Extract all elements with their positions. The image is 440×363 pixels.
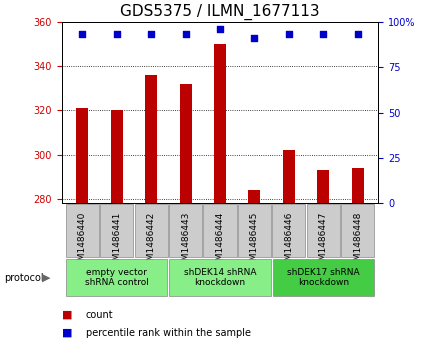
Bar	[145, 75, 157, 203]
FancyBboxPatch shape	[238, 204, 271, 257]
Text: ■: ■	[62, 328, 76, 338]
Bar	[111, 110, 123, 203]
Text: protocol: protocol	[4, 273, 44, 283]
Text: ■: ■	[62, 310, 76, 320]
Point	[216, 26, 224, 32]
Point	[354, 32, 361, 37]
FancyBboxPatch shape	[272, 204, 305, 257]
Text: percentile rank within the sample: percentile rank within the sample	[86, 328, 251, 338]
Text: GSM1486448: GSM1486448	[353, 211, 362, 272]
Text: GSM1486444: GSM1486444	[216, 211, 224, 272]
FancyBboxPatch shape	[169, 204, 202, 257]
Bar	[214, 44, 226, 203]
Point	[147, 32, 154, 37]
Point	[79, 32, 86, 37]
FancyBboxPatch shape	[135, 204, 168, 257]
Bar	[283, 150, 295, 203]
Point	[251, 35, 258, 41]
Text: count: count	[86, 310, 114, 320]
FancyBboxPatch shape	[169, 259, 271, 297]
Text: GSM1486440: GSM1486440	[78, 211, 87, 272]
Text: GSM1486447: GSM1486447	[319, 211, 328, 272]
Text: GSM1486445: GSM1486445	[250, 211, 259, 272]
Bar	[76, 108, 88, 203]
Text: GSM1486442: GSM1486442	[147, 211, 156, 272]
Text: shDEK14 shRNA
knockdown: shDEK14 shRNA knockdown	[184, 268, 256, 287]
Bar	[352, 168, 364, 203]
FancyBboxPatch shape	[100, 204, 133, 257]
Point	[182, 32, 189, 37]
Text: shDEK17 shRNA
knockdown: shDEK17 shRNA knockdown	[287, 268, 359, 287]
FancyBboxPatch shape	[307, 204, 340, 257]
FancyBboxPatch shape	[273, 259, 374, 297]
Text: GSM1486446: GSM1486446	[284, 211, 293, 272]
Bar	[249, 190, 260, 203]
Point	[286, 32, 293, 37]
Text: ▶: ▶	[42, 273, 50, 283]
Point	[113, 32, 120, 37]
Text: empty vector
shRNA control: empty vector shRNA control	[85, 268, 149, 287]
FancyBboxPatch shape	[66, 204, 99, 257]
Bar	[180, 84, 191, 203]
Point	[320, 32, 327, 37]
FancyBboxPatch shape	[66, 259, 167, 297]
Bar	[317, 170, 329, 203]
Title: GDS5375 / ILMN_1677113: GDS5375 / ILMN_1677113	[120, 4, 320, 20]
FancyBboxPatch shape	[341, 204, 374, 257]
Text: GSM1486441: GSM1486441	[112, 211, 121, 272]
Text: GSM1486443: GSM1486443	[181, 211, 190, 272]
FancyBboxPatch shape	[203, 204, 237, 257]
